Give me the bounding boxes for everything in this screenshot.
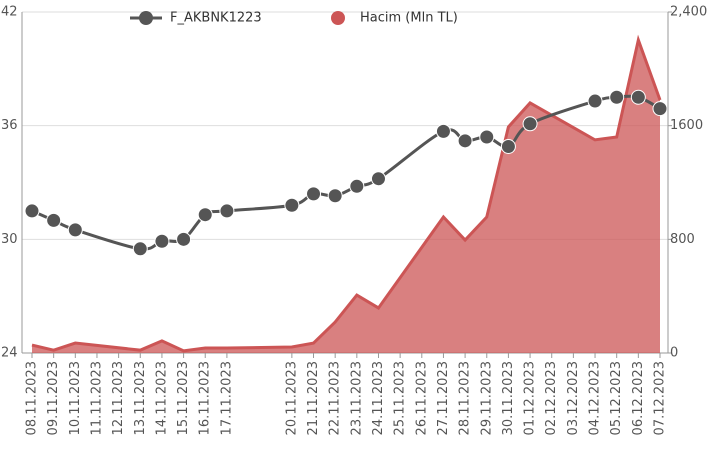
x-tick-label: 06.12.2023: [631, 361, 646, 435]
y2-tick-label: 2,400: [670, 5, 707, 20]
x-tick-label: 05.12.2023: [609, 361, 624, 435]
x-tick-label: 27.11.2023: [436, 361, 451, 435]
x-tick-label: 15.11.2023: [176, 361, 191, 435]
y2-tick-label: 0: [670, 346, 678, 361]
marker: [630, 89, 646, 105]
x-tick-label: 03.12.2023: [566, 361, 581, 435]
marker: [306, 186, 322, 202]
y-tick-label: 24: [1, 346, 18, 361]
marker: [176, 231, 192, 247]
legend-label: Hacim (Mln TL): [360, 11, 458, 26]
marker: [284, 197, 300, 213]
area-line: [31, 34, 662, 353]
y-tick-label: 30: [1, 232, 18, 247]
marker: [197, 207, 213, 223]
marker: [370, 171, 386, 187]
x-tick-label: 23.11.2023: [349, 361, 364, 435]
marker: [500, 139, 516, 155]
legend-marker: [331, 11, 345, 25]
x-tick-label: 07.12.2023: [653, 361, 668, 435]
x-tick-label: 28.11.2023: [458, 361, 473, 435]
marker: [132, 241, 148, 257]
y2-tick-label: 1600: [670, 118, 703, 133]
x-tick-label: 29.11.2023: [479, 361, 494, 435]
x-tick-label: 21.11.2023: [306, 361, 321, 435]
x-tick-label: 22.11.2023: [328, 361, 343, 435]
marker: [652, 101, 668, 117]
x-tick-label: 10.11.2023: [68, 361, 83, 435]
x-tick-label: 20.11.2023: [284, 361, 299, 435]
x-tick-label: 04.12.2023: [588, 361, 603, 435]
x-tick-label: 24.11.2023: [371, 361, 386, 435]
x-tick-label: 30.11.2023: [501, 361, 516, 435]
x-tick-label: 02.12.2023: [544, 361, 559, 435]
x-tick-label: 01.12.2023: [523, 361, 538, 435]
x-tick-label: 17.11.2023: [219, 361, 234, 435]
x-tick-label: 09.11.2023: [46, 361, 61, 435]
y2-tick-label: 800: [670, 232, 695, 247]
marker: [587, 93, 603, 109]
x-tick-label: 12.11.2023: [111, 361, 126, 435]
marker: [609, 89, 625, 105]
y-tick-label: 42: [1, 5, 18, 20]
marker: [24, 203, 40, 219]
marker: [435, 123, 451, 139]
marker: [349, 178, 365, 194]
x-tick-label: 11.11.2023: [89, 361, 104, 435]
legend-marker: [139, 11, 153, 25]
x-tick-label: 26.11.2023: [414, 361, 429, 435]
x-tick-label: 16.11.2023: [198, 361, 213, 435]
x-tick-label: 13.11.2023: [133, 361, 148, 435]
marker: [479, 129, 495, 145]
x-tick-label: 25.11.2023: [393, 361, 408, 435]
marker: [154, 233, 170, 249]
x-tick-label: 08.11.2023: [25, 361, 40, 435]
marker: [457, 133, 473, 149]
area: [32, 39, 660, 353]
legend-label: F_AKBNK1223: [170, 11, 262, 26]
marker: [522, 116, 538, 132]
marker: [219, 203, 235, 219]
marker: [67, 222, 83, 238]
y-tick-label: 36: [1, 118, 18, 133]
x-tick-label: 14.11.2023: [154, 361, 169, 435]
marker: [46, 212, 62, 228]
marker: [327, 188, 343, 204]
line: [31, 94, 661, 251]
